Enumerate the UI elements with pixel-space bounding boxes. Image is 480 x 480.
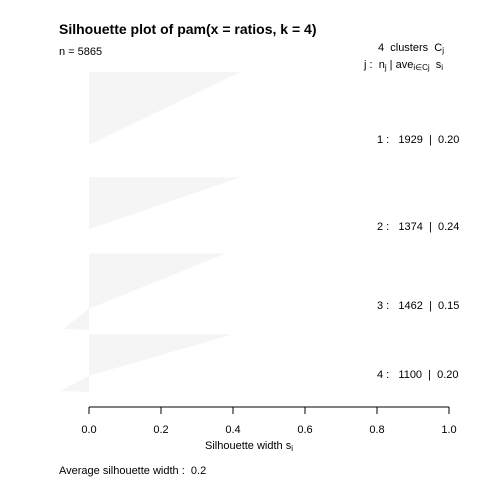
x-axis-label-main: Silhouette width s <box>205 440 292 452</box>
x-tick: 0.2 <box>153 407 169 436</box>
x-tick-label: 1.0 <box>441 424 456 436</box>
clusters-word: clusters <box>390 42 429 54</box>
n-subscript: j <box>384 63 387 72</box>
s-subscript: i <box>441 63 444 72</box>
x-tick: 0.4 <box>225 407 241 436</box>
cluster-1-silhouette <box>89 72 241 174</box>
x-tick: 0.6 <box>297 407 313 436</box>
n-symbol: n <box>378 59 385 71</box>
header-separator: | <box>389 59 393 71</box>
cluster-2-silhouette <box>89 177 241 250</box>
clusters-count: 4 <box>378 42 385 54</box>
cluster-1-label: 1 : 1929 | 0.20 <box>377 133 460 146</box>
columns-header: j : nj | avei∈Cj si <box>364 60 443 72</box>
x-tick-label: 0.4 <box>225 424 240 436</box>
x-tick-label: 0.8 <box>369 424 384 436</box>
chart-title: Silhouette plot of pam(x = ratios, k = 4… <box>59 21 317 37</box>
x-tick-label: 0.6 <box>297 424 312 436</box>
cluster-3-label: 3 : 1462 | 0.15 <box>377 300 460 313</box>
x-axis-label-sub: i <box>291 444 293 453</box>
j-label: j : <box>364 59 373 71</box>
cluster-4-label: 4 : 1100 | 0.20 <box>377 369 459 382</box>
x-tick: 0.8 <box>369 407 385 436</box>
cluster-4-silhouette <box>60 334 234 392</box>
sample-size-label: n = 5865 <box>59 46 103 58</box>
average-silhouette: Average silhouette width : 0.2 <box>59 466 206 477</box>
c-subscript: j <box>442 46 445 55</box>
cluster-3-silhouette <box>63 253 226 331</box>
clusters-header: 4 clusters Cj <box>378 43 444 55</box>
c-symbol: C <box>434 42 443 54</box>
x-axis-label: Silhouette width si <box>205 441 293 453</box>
average-silhouette-value: 0.2 <box>190 465 207 477</box>
x-tick: 1.0 <box>441 407 457 436</box>
s-symbol: s <box>435 59 442 71</box>
ave-subscript: i∈Cj <box>413 63 430 72</box>
x-tick: 0.0 <box>81 407 97 436</box>
cluster-2-label: 2 : 1374 | 0.24 <box>377 221 460 234</box>
x-tick-label: 0.2 <box>153 424 168 436</box>
average-silhouette-label: Average silhouette width : <box>59 465 185 477</box>
ave-symbol: ave <box>395 59 414 71</box>
x-tick-label: 0.0 <box>81 424 96 436</box>
